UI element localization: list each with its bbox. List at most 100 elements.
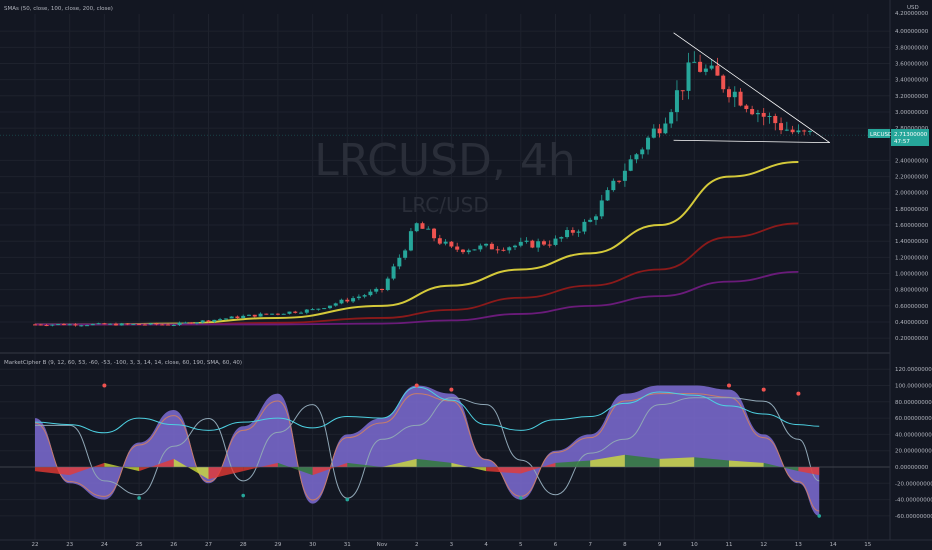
candle[interactable] <box>67 324 72 326</box>
candle[interactable] <box>96 323 101 325</box>
candle[interactable] <box>513 245 518 248</box>
candle[interactable] <box>588 219 593 222</box>
candle[interactable] <box>628 159 633 171</box>
candle[interactable] <box>738 91 743 106</box>
candle[interactable] <box>559 237 564 239</box>
candle[interactable] <box>90 324 95 326</box>
candle[interactable] <box>582 221 587 232</box>
candle[interactable] <box>455 246 460 250</box>
candle[interactable] <box>518 241 523 246</box>
candle[interactable] <box>790 129 795 133</box>
candle[interactable] <box>131 324 136 326</box>
candle[interactable] <box>443 241 448 244</box>
candle[interactable] <box>565 230 570 238</box>
price-axis[interactable]: 4.00000000 3.80000000 3.60000000 3.40000000… <box>895 5 929 342</box>
candle[interactable] <box>339 299 344 304</box>
candle[interactable] <box>449 241 454 247</box>
trendline-lower[interactable] <box>673 139 830 144</box>
candle[interactable] <box>287 311 292 314</box>
candle[interactable] <box>408 231 413 251</box>
candle[interactable] <box>194 322 199 324</box>
main-legend[interactable]: SMAs (50, close, 100, close, 200, close) <box>4 6 113 12</box>
candle[interactable] <box>304 309 309 313</box>
candle[interactable] <box>611 180 616 191</box>
candle[interactable] <box>646 137 651 150</box>
trendline-upper[interactable] <box>673 32 830 143</box>
oscillator-legend[interactable]: MarketCipher B (9, 12, 60, 53, -60, -53,… <box>4 360 242 366</box>
candle[interactable] <box>56 324 61 326</box>
candle[interactable] <box>264 313 269 315</box>
candle[interactable] <box>507 247 512 251</box>
candle[interactable] <box>310 309 315 311</box>
candle[interactable] <box>356 296 361 299</box>
candle[interactable] <box>593 216 598 220</box>
candle[interactable] <box>218 319 223 321</box>
candle[interactable] <box>703 68 708 72</box>
candle[interactable] <box>142 324 147 326</box>
candle[interactable] <box>495 249 500 251</box>
candle[interactable] <box>73 324 78 326</box>
candle[interactable] <box>674 90 679 113</box>
candle[interactable] <box>426 228 431 230</box>
candle[interactable] <box>460 249 465 253</box>
candle[interactable] <box>322 308 327 310</box>
candle[interactable] <box>501 249 506 251</box>
candle[interactable] <box>680 90 685 92</box>
candle[interactable] <box>530 240 535 248</box>
candle[interactable] <box>258 313 263 317</box>
candle[interactable] <box>617 180 622 182</box>
oscillator-pane[interactable] <box>0 383 890 518</box>
candle[interactable] <box>137 324 142 326</box>
candle[interactable] <box>570 230 575 233</box>
candle[interactable] <box>293 311 298 313</box>
candle[interactable] <box>61 324 66 326</box>
candle[interactable] <box>316 308 321 310</box>
candle[interactable] <box>160 324 165 326</box>
candle[interactable] <box>385 278 390 290</box>
candle[interactable] <box>414 223 419 232</box>
candle[interactable] <box>113 323 118 326</box>
candle[interactable] <box>119 323 124 326</box>
candle[interactable] <box>755 112 760 115</box>
candle[interactable] <box>281 313 286 315</box>
candle[interactable] <box>102 323 107 325</box>
candle[interactable] <box>599 200 604 217</box>
candle[interactable] <box>721 75 726 90</box>
candle[interactable] <box>651 128 656 138</box>
candle[interactable] <box>541 241 546 245</box>
candle[interactable] <box>807 130 812 132</box>
candle[interactable] <box>177 322 182 325</box>
candle[interactable] <box>223 318 228 320</box>
candle[interactable] <box>154 323 159 325</box>
candle[interactable] <box>437 238 442 244</box>
candle[interactable] <box>270 313 275 315</box>
candle[interactable] <box>698 61 703 72</box>
candle[interactable] <box>241 315 246 319</box>
candle[interactable] <box>634 154 639 160</box>
main-pane[interactable] <box>0 32 890 327</box>
candle[interactable] <box>85 325 90 327</box>
candle[interactable] <box>796 130 801 133</box>
candle[interactable] <box>489 243 494 250</box>
candle[interactable] <box>50 324 55 326</box>
candle[interactable] <box>189 322 194 324</box>
candle[interactable] <box>351 298 356 302</box>
candle[interactable] <box>802 130 807 132</box>
candle[interactable] <box>472 249 477 251</box>
candle[interactable] <box>750 109 755 115</box>
candle[interactable] <box>784 129 789 131</box>
candle[interactable] <box>397 257 402 267</box>
candle[interactable] <box>576 231 581 233</box>
candle[interactable] <box>38 324 43 326</box>
candle[interactable] <box>200 320 205 323</box>
candle[interactable] <box>183 322 188 324</box>
candle[interactable] <box>391 266 396 279</box>
candle[interactable] <box>605 190 610 201</box>
candle[interactable] <box>478 245 483 250</box>
candle[interactable] <box>206 320 211 322</box>
candle[interactable] <box>333 303 338 306</box>
candle[interactable] <box>380 288 384 290</box>
candle[interactable] <box>744 105 749 110</box>
candle[interactable] <box>732 91 737 98</box>
